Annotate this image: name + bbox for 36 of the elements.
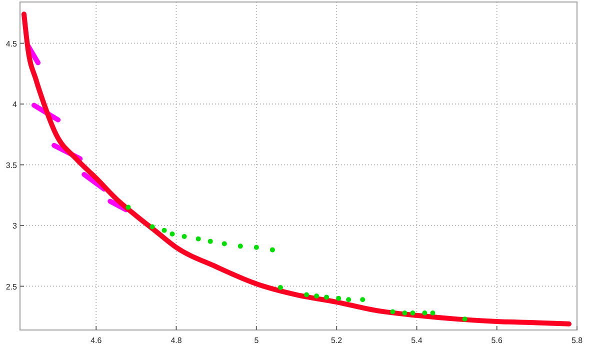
point (410, 310, 416, 316)
x-tick-label: 5.4 (411, 336, 423, 345)
x-tick-label: 5.6 (491, 336, 503, 345)
point (254, 244, 259, 250)
point (462, 316, 468, 322)
x-tick-label: 5.2 (331, 336, 343, 345)
point (182, 234, 187, 239)
point (170, 232, 175, 237)
point (162, 228, 167, 233)
point (314, 293, 320, 298)
point (346, 297, 352, 302)
point (360, 297, 366, 302)
point (324, 294, 330, 300)
point (208, 238, 213, 244)
point (222, 241, 227, 246)
point (390, 309, 396, 314)
point (304, 292, 310, 298)
y-tick-label: 3 (12, 222, 18, 231)
point (430, 310, 436, 316)
y-tick-label: 4 (12, 100, 18, 110)
point (150, 224, 155, 230)
y-tick-label: 3.5 (6, 160, 18, 170)
x-tick-label: 4.6 (90, 336, 102, 345)
y-tick-label: 2.5 (6, 282, 18, 292)
point (336, 296, 342, 301)
y-tick-label: 4.5 (6, 39, 18, 48)
point (196, 236, 201, 242)
x-tick-label: 4.8 (170, 336, 182, 345)
point (270, 247, 275, 252)
point (422, 310, 428, 316)
point (278, 284, 283, 290)
point (238, 244, 243, 249)
point (402, 310, 408, 316)
x-tick-label: 5 (254, 336, 260, 345)
point (126, 204, 131, 210)
x-tick-label: 5.8 (571, 336, 584, 345)
